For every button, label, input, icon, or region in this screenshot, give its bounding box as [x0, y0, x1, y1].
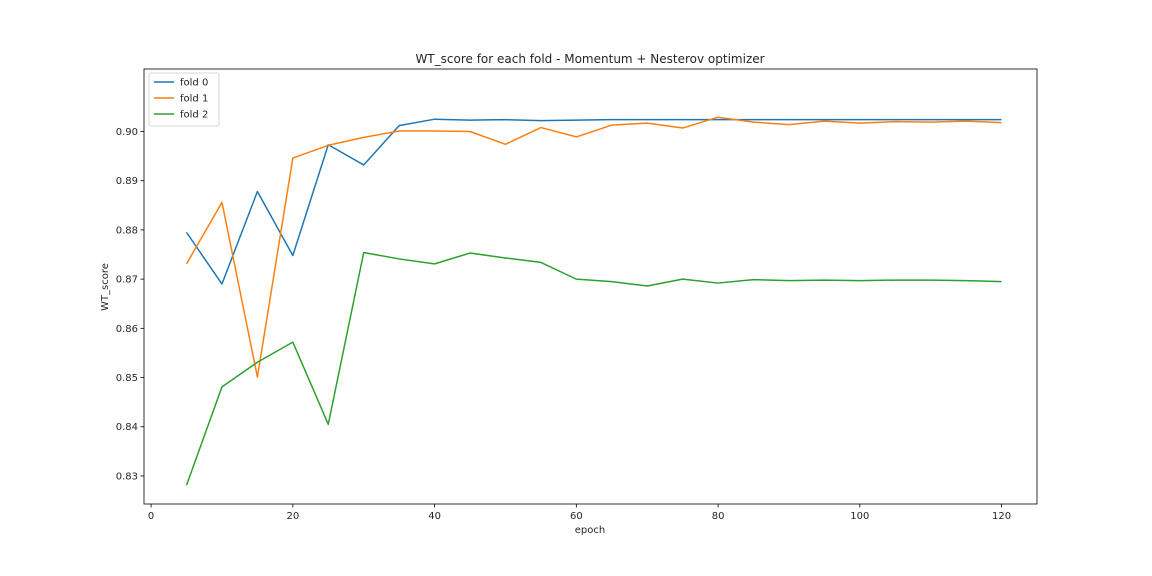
y-tick-label: 0.87 [116, 275, 138, 286]
x-tick-label: 120 [992, 511, 1011, 522]
y-tick-label: 0.88 [116, 225, 138, 236]
y-tick-label: 0.85 [116, 373, 138, 384]
x-tick-label: 80 [712, 511, 725, 522]
legend-entry-label: fold 0 [180, 78, 208, 89]
x-tick-label: 60 [570, 511, 583, 522]
legend-box [148, 72, 220, 127]
series-line-fold-1 [185, 116, 1002, 378]
y-tick-label: 0.83 [116, 471, 138, 482]
x-tick-label: 0 [148, 511, 154, 522]
series-layer [185, 116, 1002, 486]
series-line-fold-0 [185, 118, 1002, 285]
y-tick-label: 0.89 [116, 176, 138, 187]
x-tick-label: 100 [850, 511, 869, 522]
x-axis-label: epoch [575, 525, 605, 536]
chart-title: WT_score for each fold - Momentum + Nest… [415, 52, 764, 66]
legend-entry-label: fold 1 [180, 94, 208, 105]
y-tick-label: 0.90 [116, 127, 138, 138]
x-tick-label: 40 [428, 511, 441, 522]
y-tick-label: 0.84 [116, 422, 138, 433]
series-line-fold-2 [185, 251, 1002, 486]
legend: fold 0 fold 1 fold 2 [148, 72, 220, 127]
y-tick-label: 0.86 [116, 324, 138, 335]
y-axis-label: WT_score [100, 263, 111, 311]
x-tick-label: 20 [286, 511, 299, 522]
axes-layer: 0 20 40 60 80 100 120 0.83 0.84 0.85 0.86 0.87 0.88 0… [116, 127, 1011, 522]
plot-area-frame [143, 68, 1038, 505]
legend-entry-label: fold 2 [180, 110, 208, 121]
